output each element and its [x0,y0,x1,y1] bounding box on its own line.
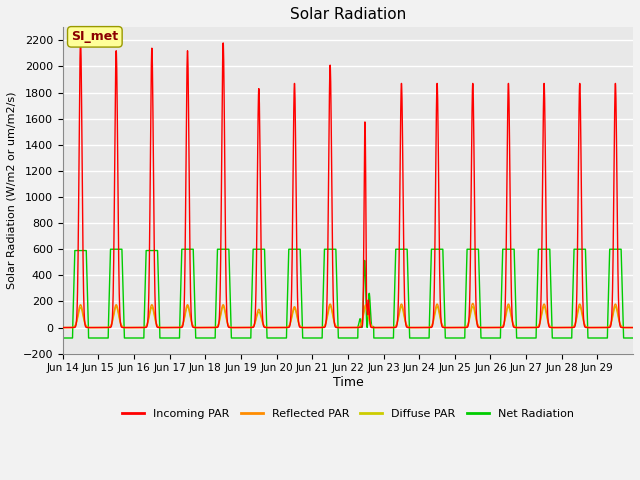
Legend: Incoming PAR, Reflected PAR, Diffuse PAR, Net Radiation: Incoming PAR, Reflected PAR, Diffuse PAR… [118,405,579,424]
Text: SI_met: SI_met [71,30,118,43]
Y-axis label: Solar Radiation (W/m2 or um/m2/s): Solar Radiation (W/m2 or um/m2/s) [7,92,17,289]
Title: Solar Radiation: Solar Radiation [290,7,406,22]
X-axis label: Time: Time [333,376,364,389]
